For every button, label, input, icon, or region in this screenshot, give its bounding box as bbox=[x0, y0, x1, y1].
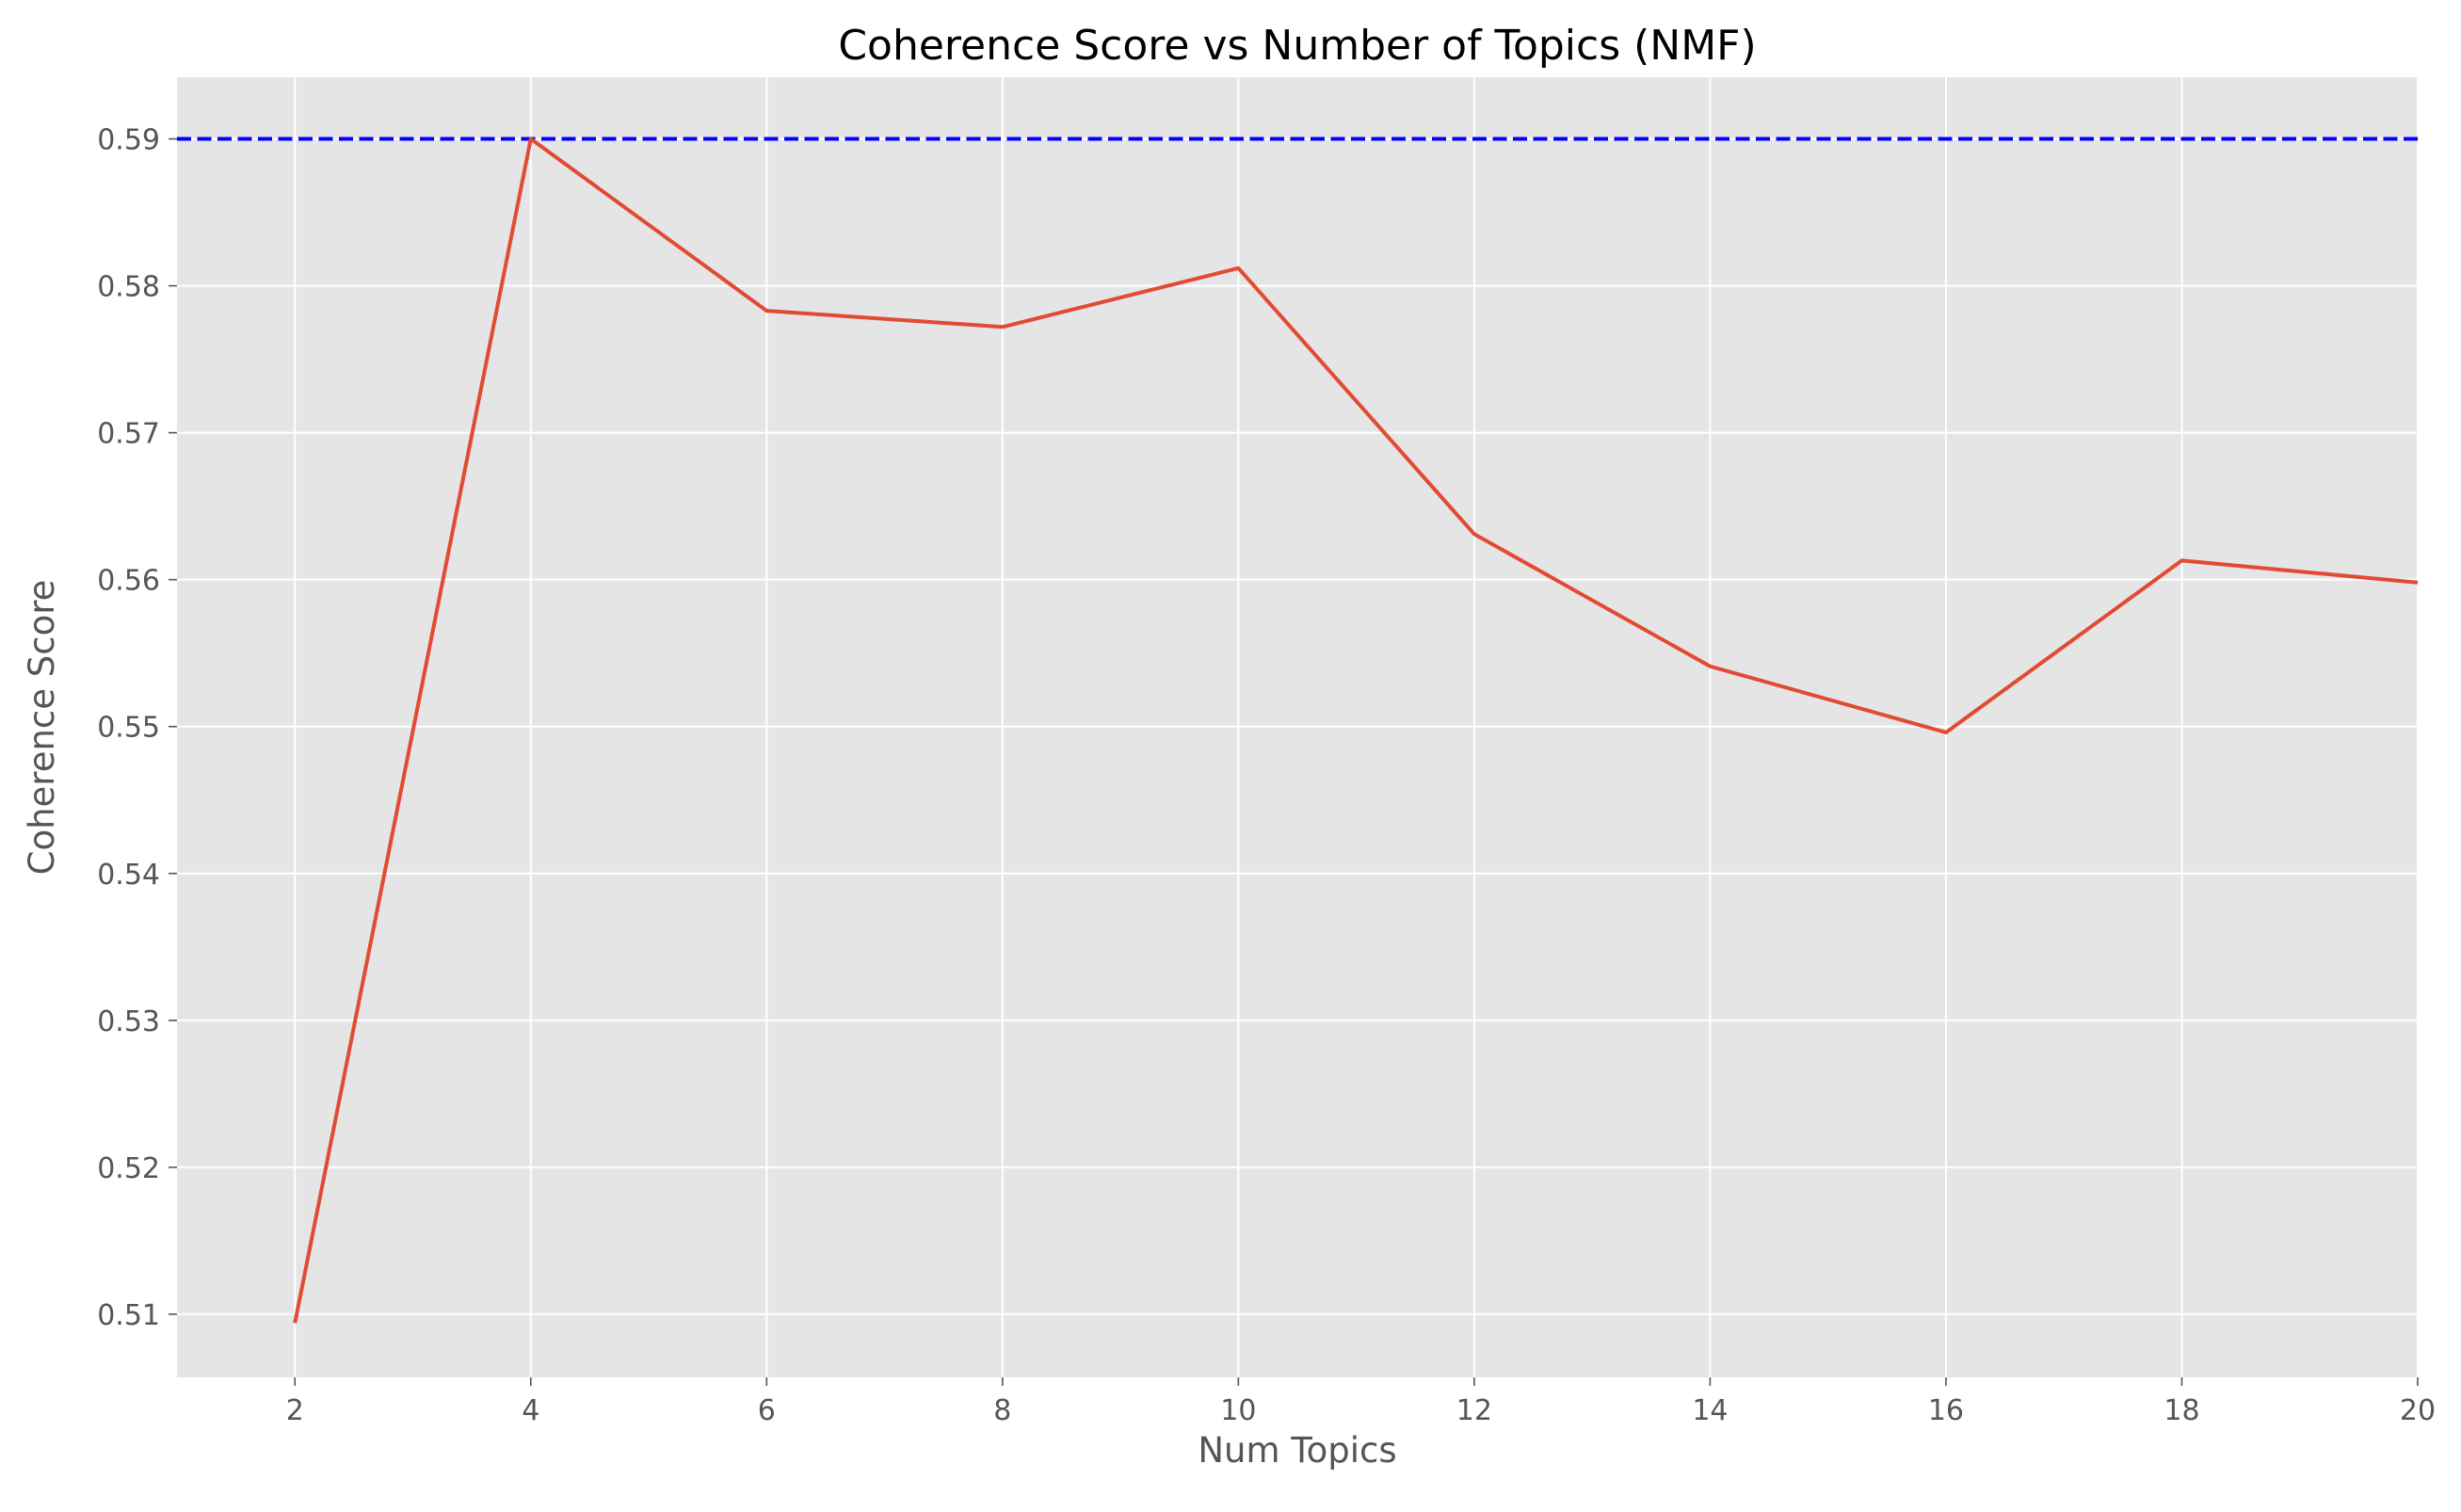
y-axis-label: Coherence Score bbox=[22, 580, 62, 876]
chart-title: Coherence Score vs Number of Topics (NMF… bbox=[838, 22, 1756, 70]
x-axis-label: Num Topics bbox=[1198, 1430, 1396, 1471]
y-tick-label: 0.53 bbox=[97, 1005, 160, 1038]
y-tick-label: 0.55 bbox=[97, 712, 160, 745]
y-tick-label: 0.54 bbox=[97, 859, 160, 892]
y-tick-label: 0.52 bbox=[97, 1152, 160, 1185]
y-axis-ticks: 0.51 0.52 0.53 0.54 0.55 0.56 0.57 0.58 0.59 bbox=[97, 124, 177, 1332]
x-tick-label: 6 bbox=[758, 1394, 776, 1427]
x-axis-ticks: 2 4 6 8 10 12 14 16 18 20 bbox=[286, 1377, 2436, 1427]
x-tick-label: 20 bbox=[2400, 1394, 2436, 1427]
y-tick-label: 0.56 bbox=[97, 565, 160, 598]
y-tick-label: 0.57 bbox=[97, 418, 160, 451]
x-tick-label: 4 bbox=[522, 1394, 539, 1427]
series-line bbox=[293, 137, 2419, 1324]
x-tick-label: 8 bbox=[993, 1394, 1011, 1427]
x-tick-label: 10 bbox=[1220, 1394, 1256, 1427]
y-tick-label: 0.51 bbox=[97, 1299, 160, 1332]
x-tick-label: 18 bbox=[2163, 1394, 2199, 1427]
x-tick-label: 14 bbox=[1692, 1394, 1728, 1427]
x-tick-label: 16 bbox=[1928, 1394, 1964, 1427]
y-tick-label: 0.58 bbox=[97, 271, 160, 304]
x-tick-label: 2 bbox=[286, 1394, 304, 1427]
x-tick-label: 12 bbox=[1456, 1394, 1492, 1427]
y-tick-label: 0.59 bbox=[97, 124, 160, 157]
data-series bbox=[293, 137, 2419, 1324]
